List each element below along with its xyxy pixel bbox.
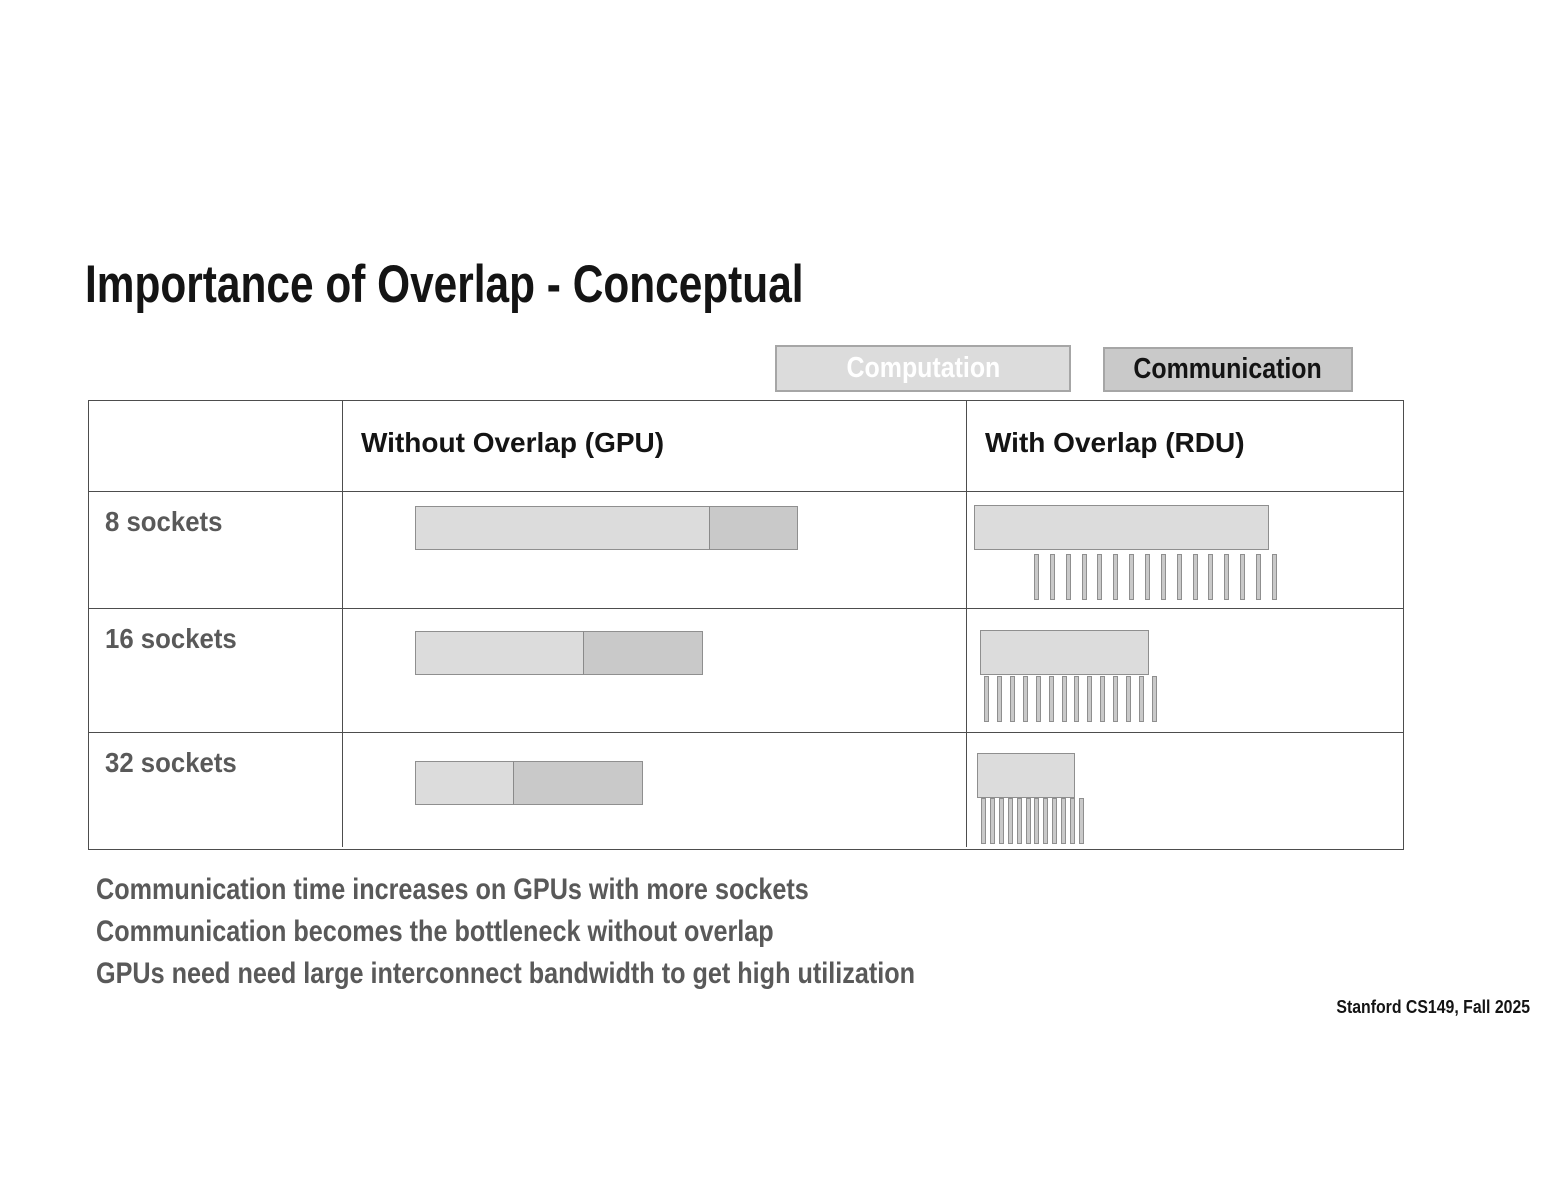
communication-segment (709, 506, 798, 550)
communication-tick (1035, 676, 1041, 722)
communication-tick (1070, 798, 1076, 844)
communication-tick (1061, 798, 1067, 844)
rdu-communication-ticks (984, 676, 1157, 722)
communication-tick (1007, 798, 1013, 844)
communication-tick (1100, 676, 1106, 722)
communication-tick (1022, 676, 1028, 722)
communication-tick (1049, 554, 1055, 600)
communication-tick (984, 676, 989, 722)
column-header-without-overlap: Without Overlap (GPU) (342, 401, 966, 491)
row-label-16-sockets: 16 sockets (89, 608, 342, 732)
communication-tick (1078, 798, 1084, 844)
communication-tick (1034, 798, 1040, 844)
communication-tick (1025, 798, 1031, 844)
rdu-computation-bar (980, 630, 1149, 675)
communication-tick (989, 798, 995, 844)
legend-communication-label: Communication (1133, 353, 1323, 385)
communication-tick (1256, 554, 1262, 600)
communication-tick (1052, 798, 1058, 844)
gpu-bar-32-sockets (415, 761, 643, 805)
computation-segment (415, 761, 514, 805)
communication-tick (981, 798, 986, 844)
table-corner-cell (89, 401, 342, 491)
communication-segment (583, 631, 703, 675)
communication-tick (1145, 554, 1151, 600)
computation-segment (415, 506, 710, 550)
rdu-communication-ticks (981, 798, 1084, 844)
gpu-bar-16-sockets (415, 631, 703, 675)
communication-tick (1048, 676, 1054, 722)
communication-tick (1081, 554, 1087, 600)
row-label-32-sockets: 32 sockets (89, 732, 342, 847)
communication-tick (1139, 676, 1145, 722)
gpu-cell-16-sockets (342, 608, 966, 732)
communication-tick (1176, 554, 1182, 600)
computation-segment (415, 631, 584, 675)
communication-tick (1240, 554, 1246, 600)
communication-tick (1061, 676, 1067, 722)
page-title: Importance of Overlap - Conceptual (85, 255, 804, 314)
column-header-with-overlap: With Overlap (RDU) (966, 401, 1403, 491)
row-label-8-sockets: 8 sockets (89, 491, 342, 608)
communication-tick (1126, 676, 1132, 722)
communication-tick (1271, 554, 1277, 600)
gpu-bar-8-sockets (415, 506, 798, 550)
rdu-computation-bar (974, 505, 1269, 550)
note-line: GPUs need need large interconnect bandwi… (96, 957, 916, 990)
legend-computation: Computation (775, 345, 1071, 392)
gpu-cell-8-sockets (342, 491, 966, 608)
communication-tick (1151, 676, 1157, 722)
communication-tick (1065, 554, 1071, 600)
note-line: Communication becomes the bottleneck wit… (96, 915, 774, 948)
rdu-cell-32-sockets (966, 732, 1403, 847)
communication-tick (1192, 554, 1198, 600)
communication-tick (1129, 554, 1135, 600)
communication-tick (1043, 798, 1049, 844)
communication-segment (513, 761, 643, 805)
course-footer: Stanford CS149, Fall 2025 (1336, 997, 1530, 1017)
rdu-cell-8-sockets (966, 491, 1403, 608)
communication-tick (1074, 676, 1080, 722)
communication-tick (1113, 554, 1119, 600)
communication-tick (1034, 554, 1039, 600)
rdu-computation-bar (977, 753, 1075, 798)
communication-tick (1113, 676, 1119, 722)
communication-tick (998, 798, 1004, 844)
rdu-cell-16-sockets (966, 608, 1403, 732)
legend-communication: Communication (1103, 347, 1353, 392)
communication-tick (1097, 554, 1103, 600)
communication-tick (1160, 554, 1166, 600)
communication-tick (1208, 554, 1214, 600)
notes-block: Communication time increases on GPUs wit… (96, 873, 1071, 999)
communication-tick (1087, 676, 1093, 722)
rdu-communication-ticks (1034, 554, 1277, 600)
gpu-cell-32-sockets (342, 732, 966, 847)
communication-tick (996, 676, 1002, 722)
note-line: Communication time increases on GPUs wit… (96, 873, 809, 906)
communication-tick (1224, 554, 1230, 600)
overlap-table: Without Overlap (GPU) With Overlap (RDU)… (88, 400, 1404, 850)
legend-computation-label: Computation (846, 352, 1000, 384)
communication-tick (1016, 798, 1022, 844)
communication-tick (1009, 676, 1015, 722)
